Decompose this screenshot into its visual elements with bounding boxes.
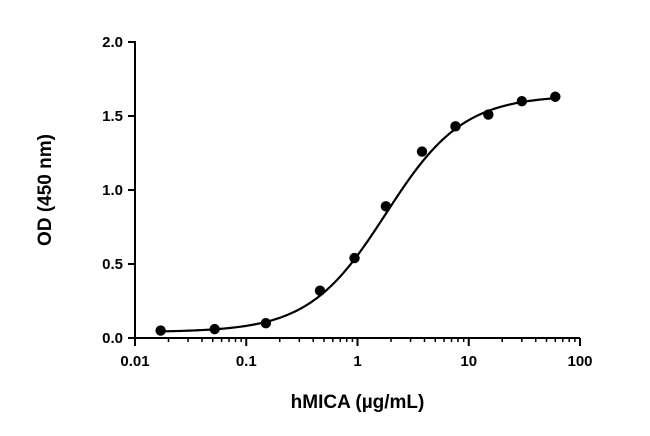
- x-axis-ticks: 0.01 0.1 1 10 100: [120, 338, 593, 370]
- data-point: [416, 146, 428, 157]
- fit-curve: [160, 97, 556, 333]
- x-tick-label: 0.01: [120, 353, 149, 370]
- data-point: [209, 323, 220, 335]
- data-point: [483, 109, 494, 120]
- y-tick-label: 0.5: [102, 256, 123, 273]
- axes: 0.0 0.5 1.0 1.5 2.0 0.01 0.1 1 10 100: [102, 34, 592, 370]
- data-point: [349, 252, 360, 264]
- data-point: [450, 121, 461, 132]
- x-tick-label: 100: [567, 353, 592, 370]
- data-points: [155, 91, 561, 336]
- data-point: [380, 201, 392, 212]
- y-tick-label: 1.5: [102, 108, 123, 125]
- data-point: [260, 318, 272, 329]
- y-axis-label: OD (450 nm): [35, 134, 56, 246]
- x-tick-label: 0.1: [236, 353, 257, 370]
- x-tick-label: 10: [460, 353, 477, 370]
- data-point: [314, 285, 326, 296]
- y-axis-ticks: 0.0 0.5 1.0 1.5 2.0: [102, 34, 135, 347]
- x-tick-label: 1: [353, 353, 361, 370]
- data-point: [155, 325, 166, 336]
- y-tick-label: 2.0: [102, 34, 123, 51]
- x-axis-label: hMICA (µg/mL): [291, 392, 425, 413]
- y-tick-label: 0.0: [102, 330, 123, 347]
- data-point: [516, 96, 528, 107]
- y-tick-label: 1.0: [102, 182, 123, 199]
- data-point: [550, 91, 561, 102]
